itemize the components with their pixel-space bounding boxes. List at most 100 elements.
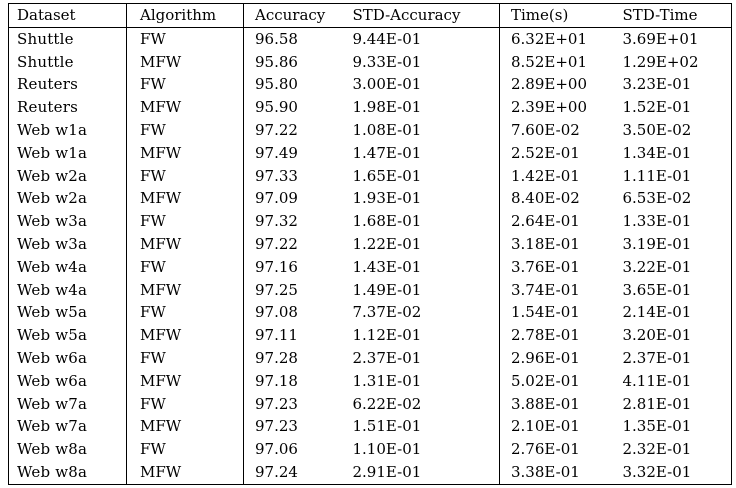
cell-time: 2.64E-01 xyxy=(499,210,612,233)
header-dataset: Dataset xyxy=(8,3,127,28)
cell-std-accuracy: 3.00E-01 xyxy=(352,75,422,94)
cell-time: 3.88E-01 xyxy=(499,392,612,416)
cell-algorithm: FW xyxy=(126,210,244,233)
cell-std-time: 1.11E-01 xyxy=(622,166,692,185)
cell-dataset: Shuttle xyxy=(17,29,74,48)
cell-std-accuracy: 1.31E-01 xyxy=(352,371,422,390)
table-row: Web w3a MFW 97.22 1.22E-01 3.18E-01 3.19E-01 xyxy=(9,232,732,256)
cell-std-accuracy: 1.49E-01 xyxy=(352,280,422,299)
table-row: Web w2a FW 97.33 1.65E-01 1.42E-01 1.11E-01 xyxy=(9,164,732,188)
cell-accuracy: 97.18 xyxy=(243,369,350,393)
table-row: Shuttle FW 96.58 9.44E-01 6.32E+01 3.69E+01 xyxy=(9,27,732,51)
table-row: Web w1a FW 97.22 1.08E-01 7.60E-02 3.50E-02 xyxy=(9,118,732,142)
cell-algorithm: MFW xyxy=(126,50,244,74)
header-algorithm: Algorithm xyxy=(126,3,244,28)
cell-dataset: Web w8a xyxy=(17,462,88,481)
cell-std-accuracy: 1.10E-01 xyxy=(352,440,422,459)
cell-std-accuracy: 1.08E-01 xyxy=(352,120,422,139)
header-std-time: STD-Time xyxy=(611,3,732,28)
cell-accuracy: 97.33 xyxy=(243,164,350,188)
cell-accuracy: 97.32 xyxy=(243,210,350,233)
cell-std-time: 2.37E-01 xyxy=(622,348,692,367)
cell-accuracy: 95.80 xyxy=(243,73,350,97)
cell-std-accuracy: 1.93E-01 xyxy=(352,189,422,208)
cell-algorithm: MFW xyxy=(126,369,244,393)
cell-accuracy: 97.23 xyxy=(243,392,350,416)
cell-algorithm: MFW xyxy=(126,460,244,485)
cell-dataset: Web w4a xyxy=(17,257,88,276)
cell-dataset: Web w8a xyxy=(17,440,88,459)
cell-std-time: 1.52E-01 xyxy=(622,98,692,117)
cell-std-accuracy: 1.12E-01 xyxy=(352,326,422,345)
cell-time: 2.89E+00 xyxy=(499,73,612,97)
cell-std-accuracy: 1.68E-01 xyxy=(352,212,422,231)
cell-algorithm: MFW xyxy=(126,96,244,119)
cell-time: 2.52E-01 xyxy=(499,141,612,165)
cell-accuracy: 97.22 xyxy=(243,232,350,256)
table-row: Web w7a FW 97.23 6.22E-02 3.88E-01 2.81E-01 xyxy=(9,392,732,416)
cell-accuracy: 96.58 xyxy=(243,27,350,51)
table-row: Web w4a MFW 97.25 1.49E-01 3.74E-01 3.65E-01 xyxy=(9,278,732,302)
cell-std-accuracy: 2.91E-01 xyxy=(352,462,422,481)
cell-dataset: Web w7a xyxy=(17,394,88,413)
cell-dataset: Web w6a xyxy=(17,348,88,367)
cell-std-accuracy: 1.22E-01 xyxy=(352,234,422,253)
cell-std-accuracy: 2.37E-01 xyxy=(352,348,422,367)
cell-time: 8.52E+01 xyxy=(499,50,612,74)
table-row: Web w8a FW 97.06 1.10E-01 2.76E-01 2.32E-01 xyxy=(9,438,732,461)
cell-std-accuracy: 1.47E-01 xyxy=(352,143,422,162)
cell-time: 3.74E-01 xyxy=(499,278,612,302)
header-row: Dataset Algorithm Accuracy STD-Accuracy … xyxy=(8,3,732,28)
cell-time: 1.54E-01 xyxy=(499,301,612,325)
cell-time: 3.18E-01 xyxy=(499,232,612,256)
header-time: Time(s) xyxy=(499,3,612,28)
cell-std-time: 3.69E+01 xyxy=(622,29,699,48)
cell-algorithm: FW xyxy=(126,392,244,416)
cell-time: 3.38E-01 xyxy=(499,460,612,485)
cell-algorithm: MFW xyxy=(126,415,244,439)
cell-accuracy: 97.23 xyxy=(243,415,350,439)
cell-std-accuracy: 1.51E-01 xyxy=(352,417,422,436)
cell-accuracy: 97.09 xyxy=(243,187,350,211)
table-row: Web w2a MFW 97.09 1.93E-01 8.40E-02 6.53E-02 xyxy=(9,187,732,211)
cell-time: 7.60E-02 xyxy=(499,118,612,142)
cell-dataset: Web w3a xyxy=(17,234,88,253)
cell-algorithm: FW xyxy=(126,27,244,51)
cell-std-time: 3.50E-02 xyxy=(622,120,692,139)
cell-std-time: 4.11E-01 xyxy=(622,371,692,390)
cell-dataset: Web w1a xyxy=(17,143,88,162)
cell-time: 2.10E-01 xyxy=(499,415,612,439)
cell-algorithm: FW xyxy=(126,438,244,461)
cell-std-accuracy: 1.43E-01 xyxy=(352,257,422,276)
table-row: Web w1a MFW 97.49 1.47E-01 2.52E-01 1.34E-01 xyxy=(9,141,732,165)
cell-std-time: 3.19E-01 xyxy=(622,234,692,253)
cell-dataset: Web w2a xyxy=(17,166,88,185)
cell-std-accuracy: 9.44E-01 xyxy=(352,29,422,48)
header-std-accuracy: STD-Accuracy xyxy=(349,3,500,28)
cell-accuracy: 97.22 xyxy=(243,118,350,142)
cell-accuracy: 97.28 xyxy=(243,346,350,370)
cell-std-time: 1.33E-01 xyxy=(622,212,692,231)
cell-time: 2.78E-01 xyxy=(499,324,612,347)
cell-algorithm: MFW xyxy=(126,232,244,256)
cell-algorithm: FW xyxy=(126,164,244,188)
cell-dataset: Reuters xyxy=(17,75,79,94)
table-row: Web w7a MFW 97.23 1.51E-01 2.10E-01 1.35E-01 xyxy=(9,415,732,439)
cell-algorithm: MFW xyxy=(126,187,244,211)
cell-accuracy: 97.16 xyxy=(243,255,350,279)
cell-dataset: Web w1a xyxy=(17,120,88,139)
table-row: Shuttle MFW 95.86 9.33E-01 8.52E+01 1.29E+02 xyxy=(9,50,732,74)
cell-time: 3.76E-01 xyxy=(499,255,612,279)
cell-std-time: 1.34E-01 xyxy=(622,143,692,162)
table-row: Web w5a FW 97.08 7.37E-02 1.54E-01 2.14E-01 xyxy=(9,301,732,325)
cell-accuracy: 97.11 xyxy=(243,324,350,347)
cell-std-accuracy: 1.98E-01 xyxy=(352,98,422,117)
table-row: Web w3a FW 97.32 1.68E-01 2.64E-01 1.33E-01 xyxy=(9,210,732,233)
table-body: Shuttle FW 96.58 9.44E-01 6.32E+01 3.69E+01 Sh… xyxy=(9,27,732,485)
cell-accuracy: 95.86 xyxy=(243,50,350,74)
cell-dataset: Web w4a xyxy=(17,280,88,299)
cell-std-time: 3.22E-01 xyxy=(622,257,692,276)
cell-time: 2.76E-01 xyxy=(499,438,612,461)
cell-std-accuracy: 1.65E-01 xyxy=(352,166,422,185)
cell-std-accuracy: 7.37E-02 xyxy=(352,303,422,322)
